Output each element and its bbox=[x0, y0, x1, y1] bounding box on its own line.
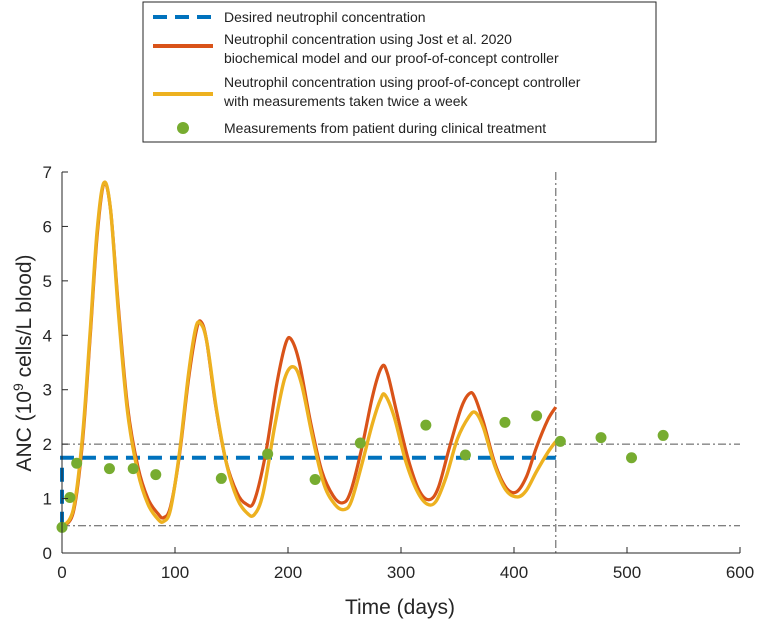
legend-label-measurements: Measurements from patient during clinica… bbox=[224, 120, 546, 136]
x-tick-label-2: 200 bbox=[274, 563, 302, 582]
measurement-point-7 bbox=[262, 448, 274, 460]
y-tick-label-0: 0 bbox=[43, 544, 52, 563]
x-tick-label-3: 300 bbox=[387, 563, 415, 582]
x-tick-label-5: 500 bbox=[613, 563, 641, 582]
measurement-point-15 bbox=[595, 432, 607, 444]
y-tick-label-1: 1 bbox=[43, 490, 52, 509]
y-axis-label-sup: 9 bbox=[10, 383, 26, 391]
x-tick-label-6: 600 bbox=[726, 563, 754, 582]
series-twice-weekly-line bbox=[60, 180, 558, 529]
measurement-point-8 bbox=[309, 474, 321, 486]
y-tick-label-4: 4 bbox=[43, 326, 52, 345]
axes: 0 100 200 300 400 500 600 0 1 2 3 4 5 6 7 bbox=[43, 163, 755, 582]
y-axis-label-prefix: ANC (10 bbox=[13, 391, 36, 472]
legend: Desired neutrophil concentration Neutrop… bbox=[142, 1, 657, 143]
y-axis-label: ANC (109 cells/L blood) bbox=[10, 254, 36, 471]
y-tick-label-7: 7 bbox=[43, 163, 52, 182]
legend-label-twice-line2: with measurements taken twice a week bbox=[223, 93, 469, 109]
measurement-point-12 bbox=[499, 416, 511, 428]
measurement-point-6 bbox=[215, 472, 227, 484]
measurement-point-2 bbox=[71, 457, 83, 469]
measurement-point-16 bbox=[626, 452, 638, 464]
measurement-point-14 bbox=[554, 435, 566, 447]
reference-lines bbox=[62, 172, 740, 553]
measurement-point-11 bbox=[459, 449, 471, 461]
series-jost-line bbox=[60, 181, 558, 529]
y-tick-label-2: 2 bbox=[43, 435, 52, 454]
measurement-point-17 bbox=[657, 429, 669, 441]
x-tick-label-1: 100 bbox=[161, 563, 189, 582]
measurement-point-10 bbox=[420, 419, 432, 431]
y-axis-label-suffix: cells/L blood) bbox=[13, 254, 36, 383]
measurement-point-4 bbox=[127, 463, 139, 475]
legend-swatch-measurements bbox=[177, 122, 189, 134]
legend-box bbox=[142, 1, 657, 143]
series-layer bbox=[60, 180, 558, 529]
y-tick-label-5: 5 bbox=[43, 272, 52, 291]
y-tick-label-3: 3 bbox=[43, 381, 52, 400]
legend-label-jost-line2: biochemical model and our proof-of-conce… bbox=[224, 50, 559, 66]
y-tick-label-6: 6 bbox=[43, 217, 52, 236]
measurement-point-13 bbox=[531, 410, 543, 422]
legend-label-desired: Desired neutrophil concentration bbox=[224, 9, 426, 25]
x-axis-label: Time (days) bbox=[345, 596, 455, 619]
x-tick-label-0: 0 bbox=[57, 563, 66, 582]
measurement-point-1 bbox=[64, 491, 76, 503]
x-tick-label-4: 400 bbox=[500, 563, 528, 582]
measurement-point-9 bbox=[354, 437, 366, 449]
legend-label-jost-line1: Neutrophil concentration using Jost et a… bbox=[224, 31, 512, 47]
measurement-markers bbox=[56, 410, 669, 533]
measurement-point-3 bbox=[103, 463, 115, 475]
measurement-point-5 bbox=[150, 469, 162, 481]
legend-label-twice-line1: Neutrophil concentration using proof-of-… bbox=[224, 74, 581, 90]
